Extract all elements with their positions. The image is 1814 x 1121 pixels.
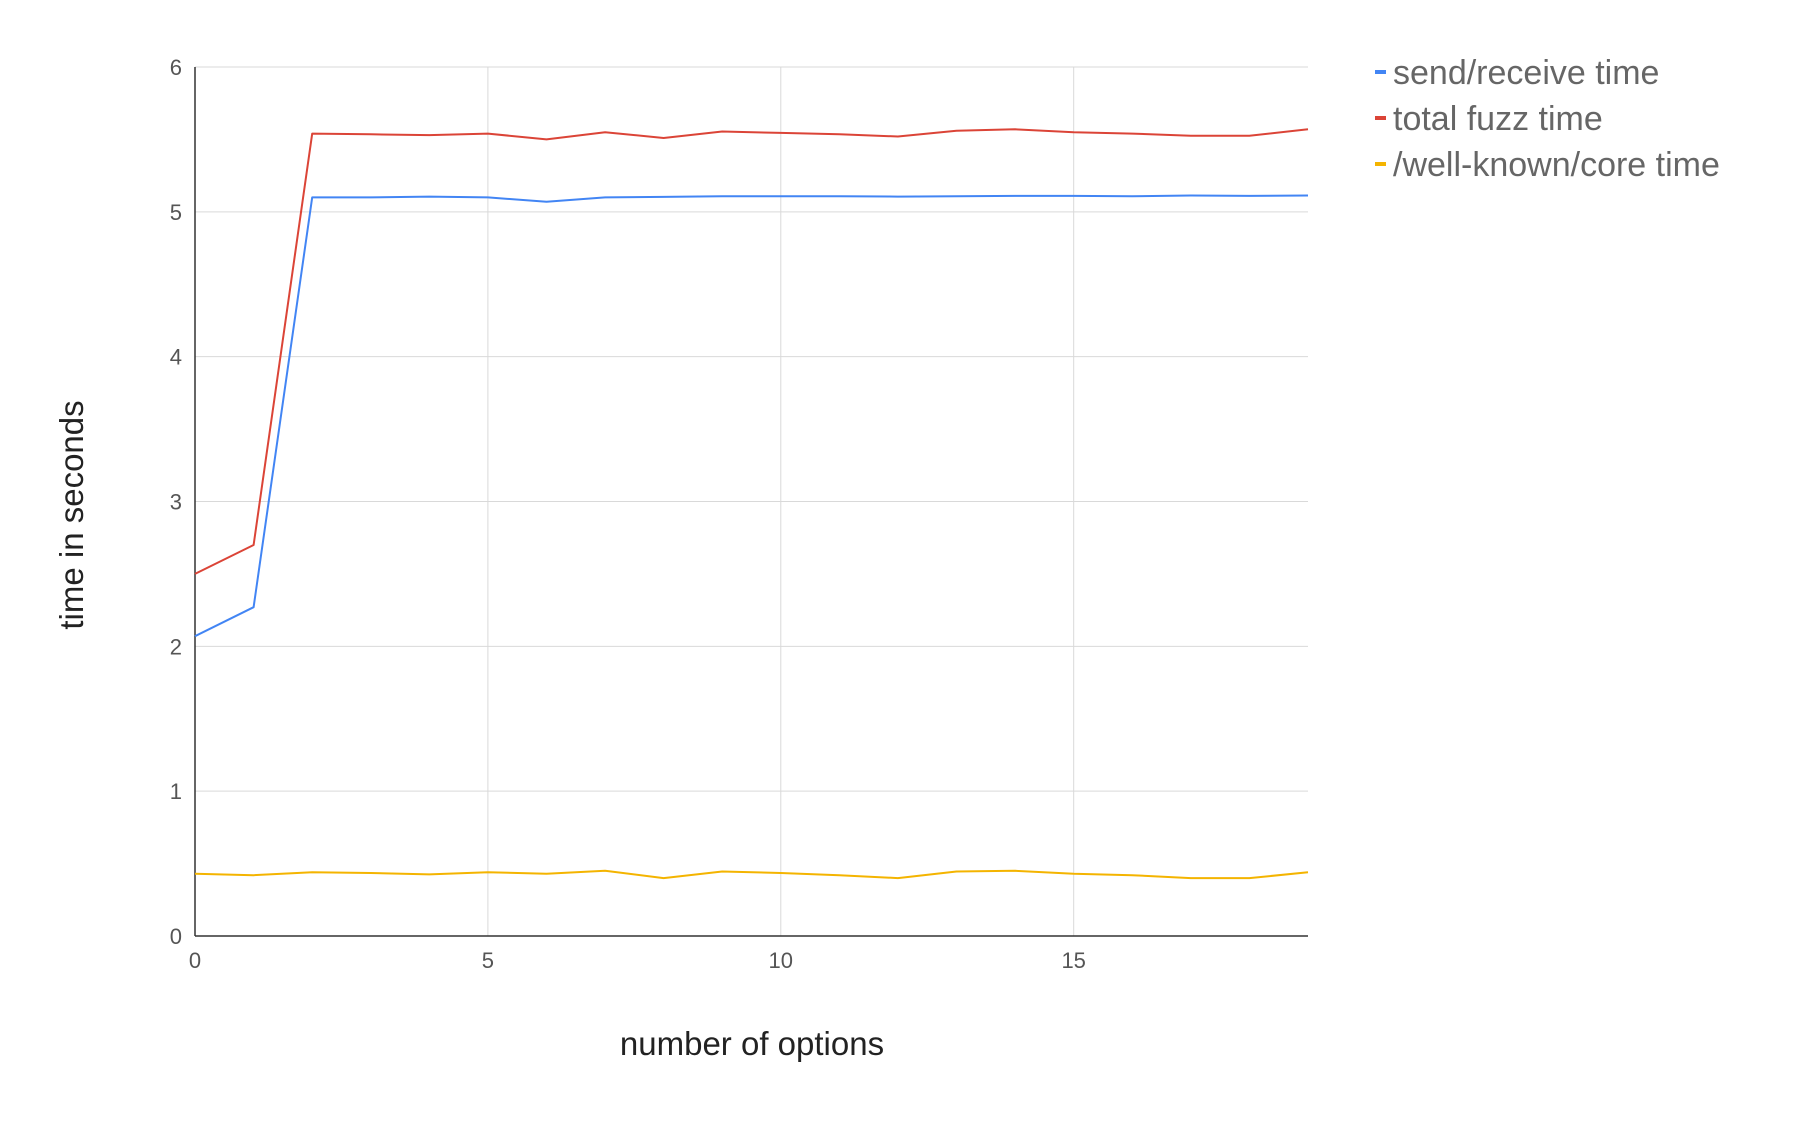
tick-labels: 0 1 2 3 4 5 6 0 5 10 15 [170, 55, 1086, 973]
legend-swatch [1375, 70, 1386, 74]
legend-label: total fuzz time [1393, 100, 1603, 138]
y-tick-label: 0 [170, 924, 182, 949]
y-tick-label: 4 [170, 345, 182, 370]
series-line-2 [194, 869, 1309, 880]
y-tick-label: 2 [170, 634, 182, 659]
grid-lines [195, 66, 1308, 936]
series-line-0 [194, 194, 1309, 638]
x-tick-label: 5 [482, 948, 494, 973]
legend-label: /well-known/core time [1393, 146, 1720, 184]
y-axis-label: time in seconds [53, 400, 90, 629]
series-lines [194, 128, 1309, 880]
axes [194, 67, 1308, 937]
legend-label: send/receive time [1393, 54, 1659, 92]
x-axis-label: number of options [620, 1025, 884, 1062]
x-tick-label: 10 [769, 948, 793, 973]
y-tick-label: 6 [170, 55, 182, 80]
x-tick-label: 0 [189, 948, 201, 973]
y-tick-label: 1 [170, 779, 182, 804]
legend-swatch [1375, 116, 1386, 120]
y-tick-label: 3 [170, 490, 182, 515]
y-tick-label: 5 [170, 200, 182, 225]
x-tick-label: 15 [1061, 948, 1085, 973]
legend-swatch [1375, 162, 1386, 166]
legend: send/receive time total fuzz time/well-kn… [1375, 54, 1720, 184]
series-line-1 [194, 128, 1309, 575]
